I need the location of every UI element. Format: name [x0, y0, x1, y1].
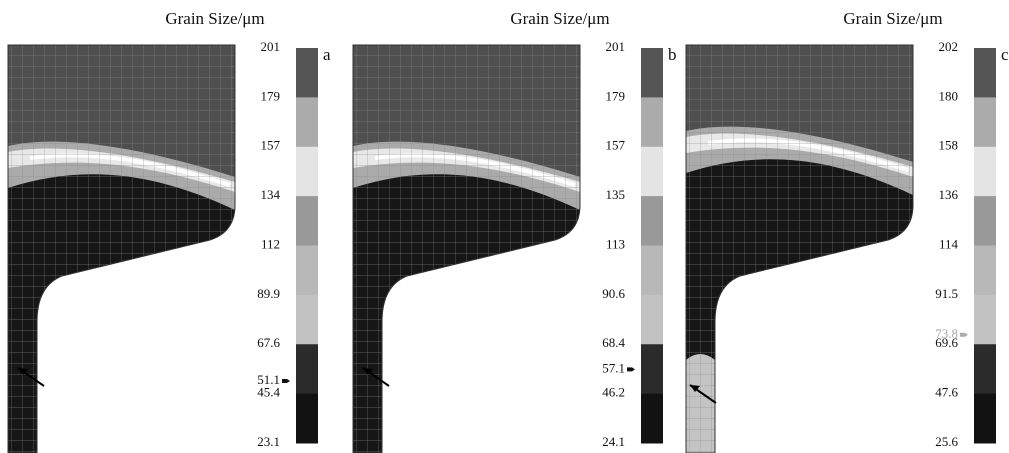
- panel: 201 179 157 134 112 89.9 67.6 45.4 23.1 51.1 Grain…: [7, 9, 331, 453]
- marker-pointer: [627, 367, 635, 372]
- tick-label: 69.6: [935, 335, 958, 350]
- panel-title: Grain Size/μm: [843, 9, 942, 28]
- tick-label: 112: [261, 236, 280, 251]
- color-band: [641, 48, 663, 98]
- color-band: [974, 97, 996, 148]
- marker-pointer: [282, 378, 290, 383]
- marker-label: 73.8: [935, 326, 958, 341]
- tick-label: 134: [261, 187, 281, 202]
- mesh: [8, 45, 235, 453]
- tick-label: 136: [939, 187, 959, 202]
- tick-label: 68.4: [602, 335, 625, 350]
- color-band: [296, 196, 318, 246]
- panel-label: a: [323, 45, 331, 64]
- color-band: [974, 245, 996, 296]
- panel: 201 179 157 135 113 90.6 68.4 46.2 24.1 57.1 Grain…: [352, 9, 677, 453]
- tick-label: 114: [939, 236, 959, 251]
- color-band: [296, 294, 318, 345]
- tick-label: 45.4: [257, 385, 280, 400]
- tick-label: 23.1: [257, 434, 280, 449]
- color-band: [641, 344, 663, 395]
- tick-label: 46.2: [602, 385, 625, 400]
- arrow-head: [363, 368, 373, 375]
- outline: [685, 44, 914, 453]
- panel-label: c: [1001, 45, 1009, 64]
- color-band: [296, 48, 318, 98]
- tick-label: 180: [939, 88, 959, 103]
- marker-label: 57.1: [602, 360, 625, 375]
- tick-label: 201: [261, 39, 281, 54]
- color-band: [296, 344, 318, 395]
- contour-plot: [8, 45, 235, 453]
- tick-label: 201: [606, 39, 626, 54]
- arrow-head: [690, 385, 700, 392]
- color-band: [641, 245, 663, 296]
- tick-label: 157: [606, 138, 626, 153]
- tick-label: 67.6: [257, 335, 280, 350]
- color-band: [974, 146, 996, 197]
- tick-label: 135: [606, 187, 626, 202]
- tick-label: 158: [939, 138, 959, 153]
- panel-title: Grain Size/μm: [510, 9, 609, 28]
- tick-label: 202: [939, 39, 959, 54]
- outline: [7, 44, 236, 453]
- color-band: [641, 196, 663, 246]
- color-band: [974, 48, 996, 98]
- tick-label: 179: [261, 88, 281, 103]
- panel-title: Grain Size/μm: [165, 9, 264, 28]
- color-band: [974, 344, 996, 395]
- color-band: [296, 146, 318, 197]
- color-band: [641, 97, 663, 148]
- color-band: [296, 97, 318, 148]
- marker-label: 51.1: [257, 372, 280, 387]
- tick-label: 47.6: [935, 385, 958, 400]
- arrow-head: [18, 368, 28, 375]
- contour-plot: [686, 45, 913, 453]
- color-band: [641, 294, 663, 345]
- tick-label: 90.6: [602, 286, 625, 301]
- color-band: [974, 294, 996, 345]
- mesh: [353, 45, 580, 453]
- color-band: [296, 245, 318, 296]
- panel: 202 180 158 136 114 91.5 69.6 47.6 25.6 73.8 Grain…: [685, 9, 1009, 453]
- tick-label: 89.9: [257, 286, 280, 301]
- mesh: [686, 45, 913, 453]
- color-band: [974, 196, 996, 246]
- tick-label: 24.1: [602, 434, 625, 449]
- marker-pointer: [960, 332, 968, 337]
- color-band: [641, 146, 663, 197]
- panel-label: b: [668, 45, 677, 64]
- contour-plot: [353, 45, 580, 453]
- color-band: [974, 393, 996, 444]
- tick-label: 25.6: [935, 434, 958, 449]
- tick-label: 113: [606, 236, 625, 251]
- tick-label: 157: [261, 138, 281, 153]
- tick-label: 91.5: [935, 286, 958, 301]
- tick-label: 179: [606, 88, 626, 103]
- color-band: [296, 393, 318, 444]
- color-band: [641, 393, 663, 444]
- outline: [352, 44, 581, 453]
